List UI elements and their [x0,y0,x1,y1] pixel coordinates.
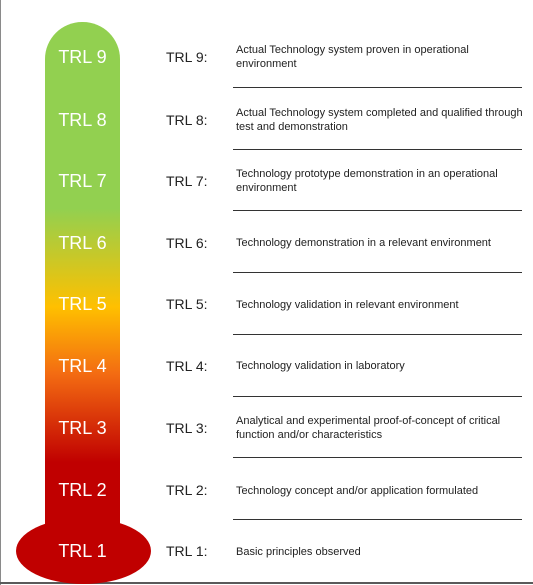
bar-label-trl-6: TRL 6 [58,233,107,253]
level-label-trl-2: TRL 2: [166,482,208,498]
divider [233,272,522,273]
divider [233,519,522,520]
divider [233,87,522,88]
level-label-trl-3: TRL 3: [166,420,208,436]
divider [233,457,522,458]
bar-label-trl-1: TRL 1 [58,541,107,561]
level-label-trl-9: TRL 9: [166,49,208,65]
bar-label-trl-8: TRL 8 [58,110,107,130]
bar-label-trl-9: TRL 9 [58,47,107,67]
level-description-trl-9: Actual Technology system proven in opera… [236,44,469,70]
divider [233,334,522,335]
bar-label-trl-2: TRL 2 [58,480,107,500]
level-label-trl-1: TRL 1: [166,543,208,559]
frame-left-border [0,0,1,585]
level-description-trl-7: Technology prototype demonstration in an… [236,168,498,194]
thermometer-bulb [16,518,151,584]
level-description-trl-8: Actual Technology system completed and q… [236,107,523,133]
level-label-trl-7: TRL 7: [166,173,208,189]
frame-bottom-border [0,582,533,584]
level-description-trl-3: Analytical and experimental proof-of-con… [236,415,501,441]
level-description-trl-4: Technology validation in laboratory [236,360,405,372]
bar-label-trl-3: TRL 3 [58,418,107,438]
bar-label-trl-4: TRL 4 [58,356,107,376]
divider [233,210,522,211]
level-description-trl-1: Basic principles observed [236,546,361,558]
level-label-trl-6: TRL 6: [166,235,208,251]
bar-label-trl-7: TRL 7 [58,171,107,191]
level-label-trl-4: TRL 4: [166,358,208,374]
level-label-trl-8: TRL 8: [166,112,208,128]
divider [233,396,522,397]
divider [233,149,522,150]
level-description-trl-5: Technology validation in relevant enviro… [236,299,459,311]
level-label-trl-5: TRL 5: [166,296,208,312]
level-description-trl-2: Technology concept and/or application fo… [236,485,479,497]
bar-label-trl-5: TRL 5 [58,294,107,314]
level-description-trl-6: Technology demonstration in a relevant e… [236,237,491,249]
thermometer-bar [45,22,120,540]
